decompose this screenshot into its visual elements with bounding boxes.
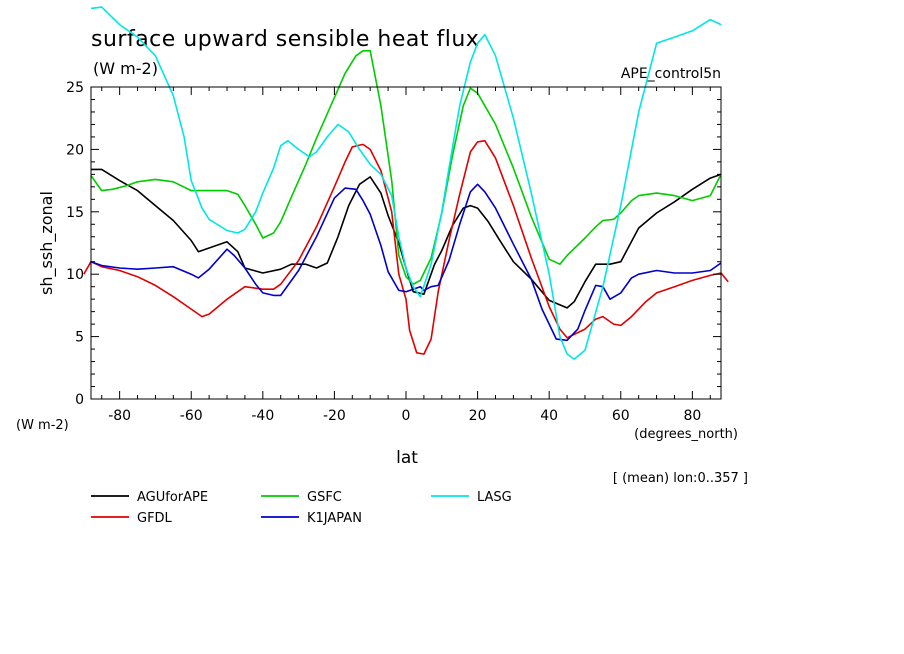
- legend-label: K1JAPAN: [307, 511, 362, 526]
- x-axis-units: (degrees_north): [634, 427, 738, 442]
- x-tick-label: -20: [323, 408, 346, 424]
- y-axis-label: sh_ssh_zonal: [37, 191, 57, 295]
- averaging-note: [ (mean) lon:0..357 ]: [613, 471, 748, 486]
- y-tick-label: 5: [75, 330, 84, 346]
- x-tick-label: 40: [540, 408, 558, 424]
- plot-frame: [90, 86, 722, 400]
- chart-units: (W m-2): [93, 59, 158, 78]
- series-line-lasg: [90, 6, 722, 360]
- y-axis-units: (W m-2): [16, 418, 69, 433]
- chart-title: surface upward sensible heat flux: [91, 27, 479, 52]
- y-tick-label: 25: [66, 80, 84, 96]
- y-tick-label: 0: [75, 392, 84, 408]
- x-tick-label: -40: [251, 408, 274, 424]
- legend: AGUforAPE GFDL GSFC K1JAPAN LASG: [91, 490, 512, 526]
- x-tick-label: -60: [180, 408, 203, 424]
- y-tick-label: 15: [66, 205, 84, 221]
- experiment-label: APE_control5n: [621, 66, 721, 82]
- series-line-gfdl: [83, 139, 729, 355]
- y-tick-label: 10: [66, 267, 84, 283]
- x-tick-label: 60: [612, 408, 630, 424]
- y-tick-label: 20: [66, 142, 84, 158]
- legend-label: LASG: [477, 490, 512, 505]
- series-line-gsfc: [90, 49, 722, 286]
- x-axis-label: lat: [396, 448, 418, 468]
- legend-label: GFDL: [137, 511, 173, 526]
- legend-label: AGUforAPE: [137, 490, 208, 505]
- series-line-k1japan: [90, 183, 722, 342]
- series-line-aguforape: [91, 168, 722, 309]
- x-tick-label: -80: [108, 408, 131, 424]
- x-tick-label: 80: [683, 408, 701, 424]
- axes: -80 -60 -40 -20 0 20 40 60 80 0 5 10 15 20 25: [66, 80, 722, 424]
- series-layer: [83, 6, 729, 360]
- legend-label: GSFC: [307, 490, 342, 505]
- x-tick-label: 0: [402, 408, 411, 424]
- x-tick-label: 20: [469, 408, 487, 424]
